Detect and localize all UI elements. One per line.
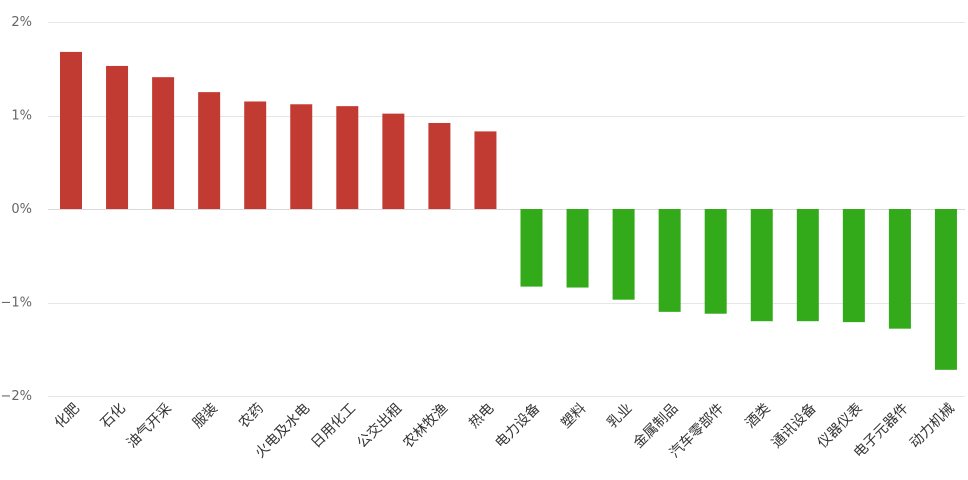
bar [888, 209, 911, 329]
x-tick-label: 通讯设备 [768, 400, 820, 452]
x-tick-label: 石化 [98, 401, 129, 432]
x-tick-label: 农林牧渔 [400, 401, 451, 452]
bar [934, 209, 957, 370]
bar [106, 65, 129, 209]
x-tick-label: 化肥 [52, 401, 83, 432]
bar [750, 209, 773, 322]
x-tick-label: 公交出租 [354, 400, 406, 452]
bar [382, 113, 405, 209]
x-tick-label: 热电 [466, 401, 497, 432]
bar [244, 101, 267, 209]
bar [428, 122, 451, 209]
y-tick-label: 1% [11, 109, 32, 124]
x-tick-label: 日用化工 [308, 401, 359, 452]
y-tick-label: −2% [0, 389, 32, 404]
bar [290, 104, 313, 209]
x-tick-label: 服装 [190, 401, 221, 432]
y-axis-ticks: 2% 1% 0% −1% −2% [0, 15, 32, 404]
x-tick-label: 乳业 [604, 401, 635, 432]
x-tick-label: 电力设备 [492, 400, 544, 452]
x-tick-label: 农药 [236, 401, 267, 432]
bar [520, 209, 543, 287]
bar [336, 106, 359, 209]
y-tick-label: −1% [0, 296, 32, 311]
x-tick-label: 塑料 [558, 401, 589, 432]
x-tick-label: 油气开采 [124, 401, 175, 452]
x-tick-label: 动力机械 [907, 401, 958, 452]
bar [704, 209, 727, 314]
y-tick-label: 0% [11, 202, 32, 217]
bar [474, 131, 497, 209]
bar [842, 209, 865, 323]
bar [796, 209, 819, 322]
bar [612, 209, 635, 300]
bar [198, 92, 221, 210]
bar [658, 209, 681, 312]
bar [60, 51, 82, 209]
y-tick-label: 2% [11, 15, 32, 30]
bar [566, 209, 589, 288]
bar [152, 77, 175, 209]
grid-lines [48, 22, 965, 397]
bars [60, 51, 957, 370]
x-tick-label: 酒类 [742, 401, 773, 432]
